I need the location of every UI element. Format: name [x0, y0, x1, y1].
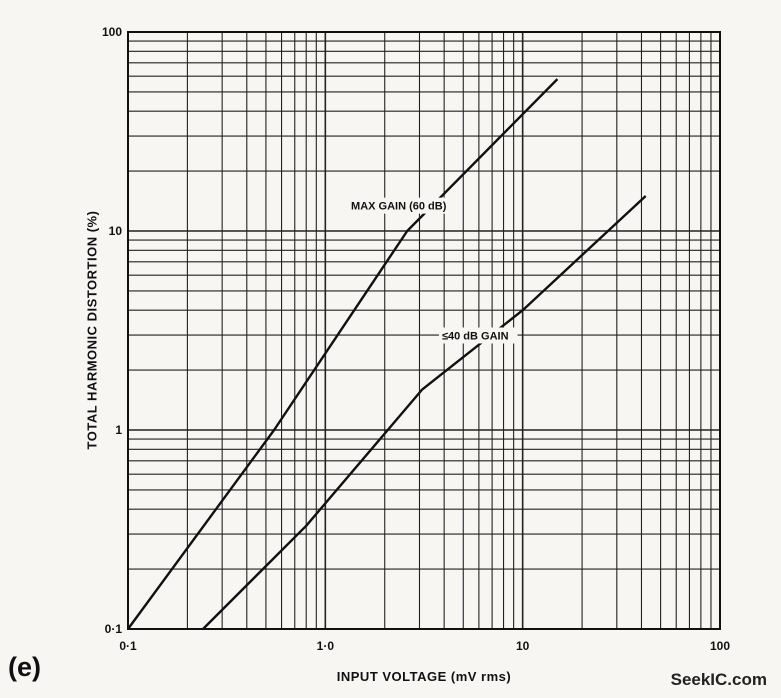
y-tick-label: 1 — [115, 423, 122, 437]
x-tick-label: 100 — [710, 639, 730, 653]
series-layer — [127, 78, 647, 630]
panel-label: (e) — [8, 652, 41, 682]
series-labels: MAX GAIN (60 dB) ≤40 dB GAIN — [348, 197, 518, 344]
x-axis-label: INPUT VOLTAGE (mV rms) — [336, 669, 512, 684]
series-line-2 — [202, 195, 647, 630]
plot-frame — [127, 31, 721, 630]
series-label-bg — [348, 197, 460, 214]
x-tick-label: 1·0 — [317, 639, 335, 653]
y-tick-label: 10 — [109, 224, 123, 238]
series-label-bg — [438, 327, 518, 344]
tick-labels: 0·1 1·0 10 100 0·1 1 10 100 — [102, 25, 730, 653]
watermark: SeekIC.com — [670, 670, 767, 689]
y-tick-label: 100 — [102, 25, 122, 39]
y-axis-label: TOTAL HARMONIC DISTORTION (%) — [84, 210, 100, 450]
series-line-1 — [127, 78, 559, 630]
x-tick-label: 10 — [516, 639, 530, 653]
x-tick-label: 0·1 — [119, 639, 137, 653]
series-label-2: ≤40 dB GAIN — [442, 330, 509, 342]
y-tick-label: 0·1 — [105, 622, 123, 636]
grid-lines — [127, 32, 720, 630]
series-label-1: MAX GAIN (60 dB) — [351, 201, 447, 213]
